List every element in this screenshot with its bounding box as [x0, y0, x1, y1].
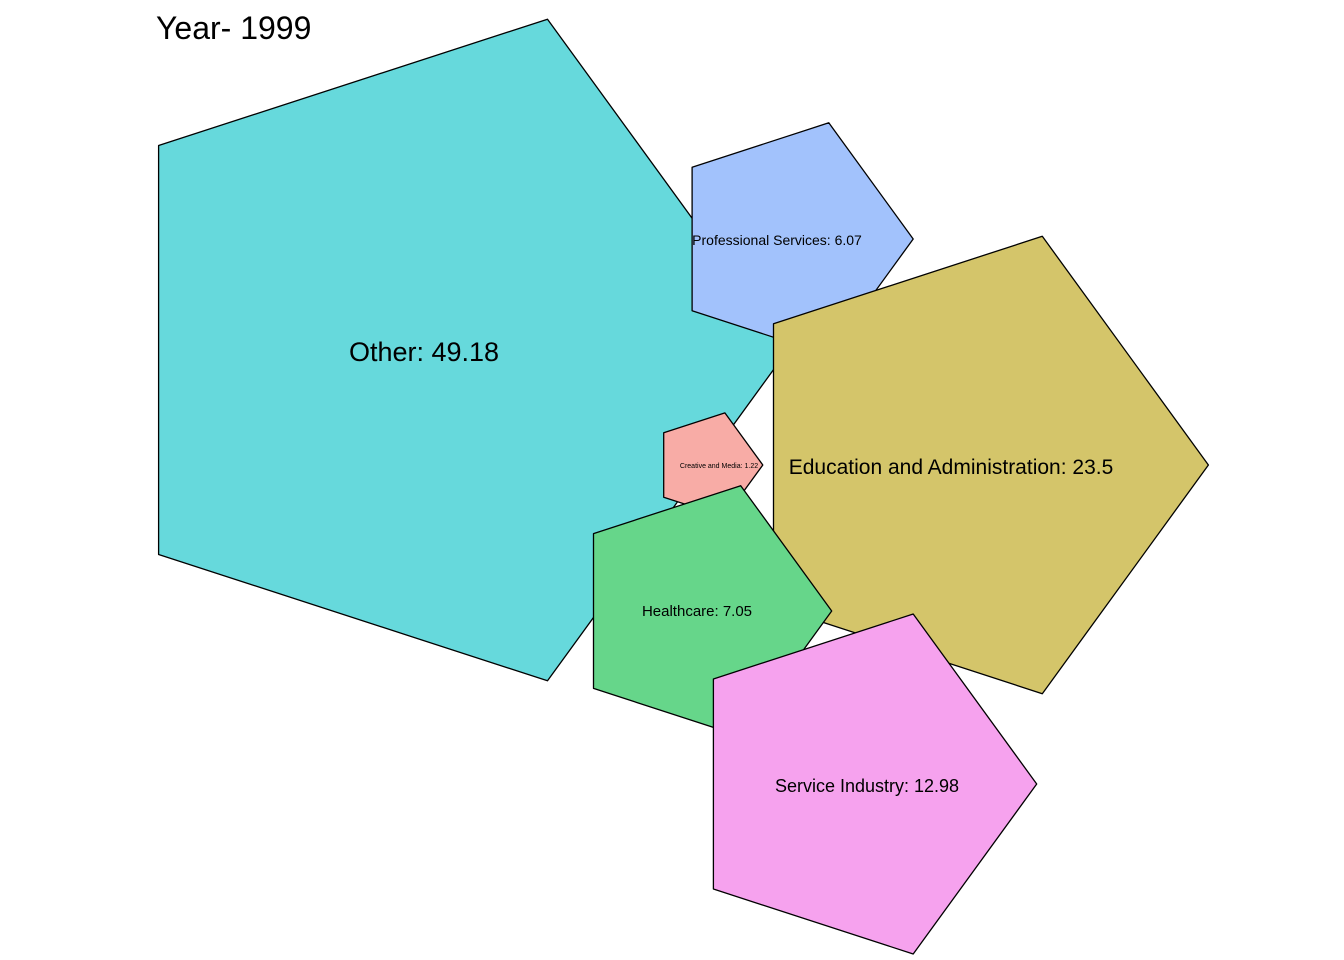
label-professional-services: Professional Services: 6.07	[692, 232, 862, 248]
pentagon-education-and-administration	[772, 235, 1210, 695]
pentagon-service-industry	[712, 613, 1038, 955]
label-creative-and-media: Creative and Media: 1.22	[680, 463, 758, 470]
chart-title: Year- 1999	[156, 10, 312, 46]
label-service-industry: Service Industry: 12.98	[775, 776, 959, 796]
label-education-and-administration: Education and Administration: 23.5	[789, 456, 1114, 479]
label-healthcare: Healthcare: 7.05	[642, 603, 752, 620]
labels-layer: Other: 49.18 Professional Services: 6.07 E…	[349, 232, 1113, 796]
shapes-layer	[157, 18, 1210, 955]
label-other: Other: 49.18	[349, 337, 499, 367]
pentagon-other	[157, 18, 789, 682]
